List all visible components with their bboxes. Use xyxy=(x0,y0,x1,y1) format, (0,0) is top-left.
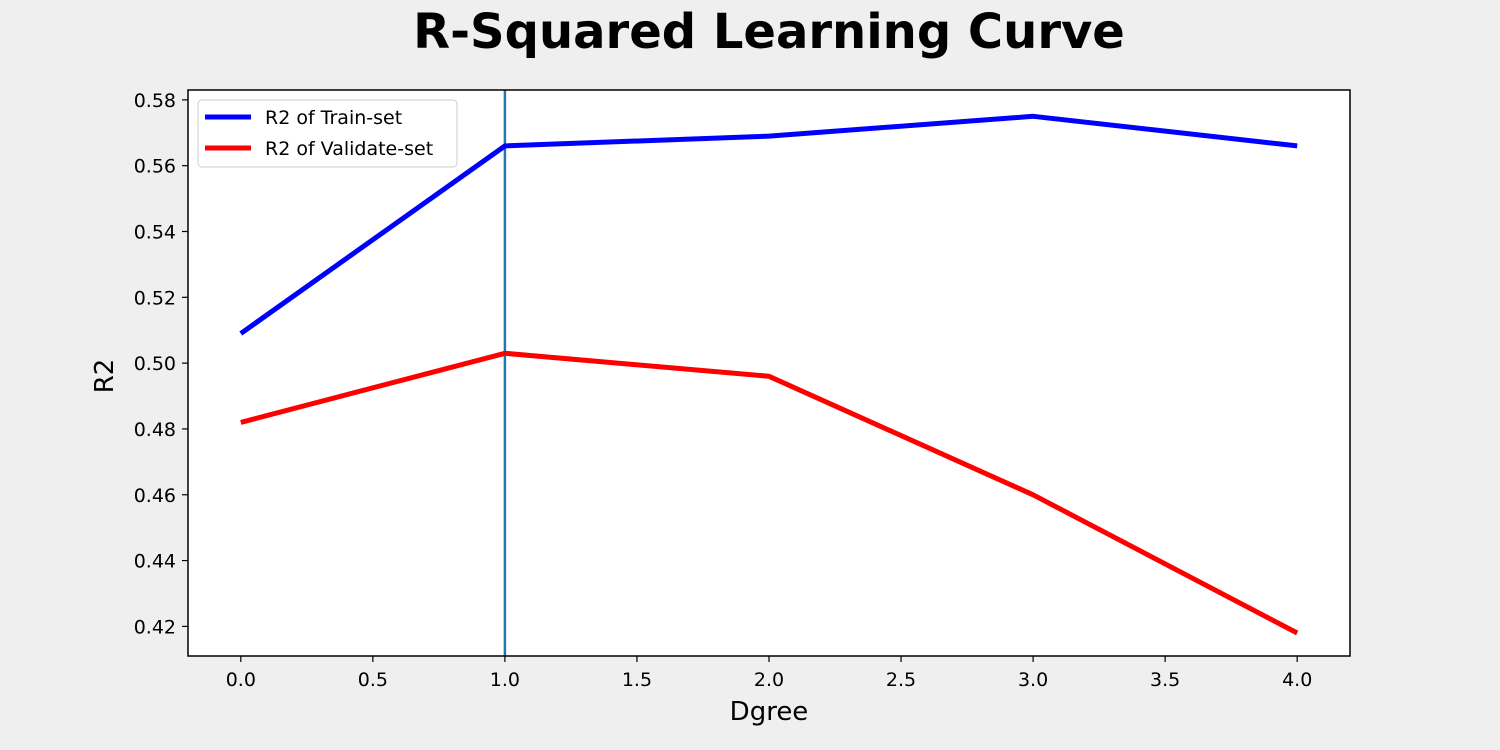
chart-title: R-Squared Learning Curve xyxy=(413,4,1125,60)
series-layer xyxy=(239,113,1299,636)
x-tick-label: 0.0 xyxy=(226,669,256,691)
y-tick-label: 0.54 xyxy=(134,222,176,244)
series-line-train xyxy=(239,113,1298,336)
x-tick-label: 2.5 xyxy=(886,669,916,691)
x-tick-label: 2.0 xyxy=(754,669,784,691)
x-axis-label: Dgree xyxy=(730,697,809,727)
x-axis-ticks: 0.0 0.5 1.0 1.5 2.0 2.5 3.0 3.5 4.0 xyxy=(226,656,1312,691)
x-tick-label: 3.5 xyxy=(1150,669,1180,691)
y-tick-label: 0.56 xyxy=(134,156,176,178)
y-axis-label: R2 xyxy=(90,359,120,394)
y-tick-label: 0.48 xyxy=(134,419,176,441)
y-tick-label: 0.52 xyxy=(134,287,176,309)
y-tick-label: 0.46 xyxy=(134,485,176,507)
x-tick-label: 1.5 xyxy=(622,669,652,691)
legend-box xyxy=(197,99,458,168)
series-line-validate xyxy=(240,350,1299,636)
x-tick-label: 0.5 xyxy=(358,669,388,691)
y-tick-label: 0.58 xyxy=(134,90,176,112)
y-axis-ticks: 0.42 0.44 0.46 0.48 0.50 0.52 0.54 0.56 0.58 xyxy=(134,90,188,638)
y-tick-label: 0.42 xyxy=(134,616,176,638)
legend-label-train: R2 of Train-set xyxy=(265,107,402,129)
y-tick-label: 0.50 xyxy=(134,353,176,375)
x-tick-label: 3.0 xyxy=(1018,669,1048,691)
legend-label-validate: R2 of Validate-set xyxy=(265,138,433,160)
x-tick-label: 1.0 xyxy=(490,669,520,691)
y-tick-label: 0.44 xyxy=(134,551,176,573)
x-tick-label: 4.0 xyxy=(1282,669,1312,691)
plot-frame xyxy=(187,89,1351,657)
legend: R2 of Train-set R2 of Validate-set xyxy=(197,99,458,168)
